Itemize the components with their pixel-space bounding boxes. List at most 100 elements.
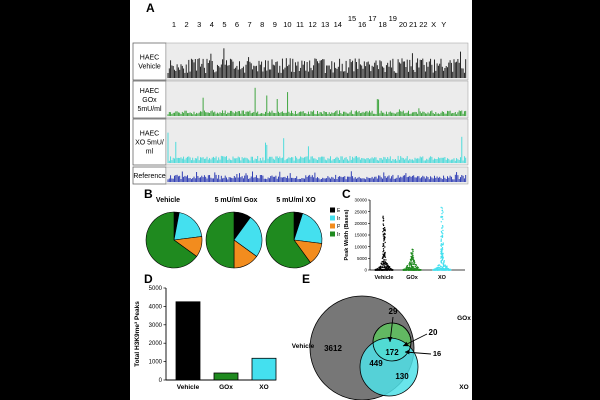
data-point (417, 267, 419, 269)
venn-count-xo-only: 130 (395, 372, 409, 381)
panel-e-letter: E (302, 272, 311, 286)
data-point (383, 259, 385, 261)
data-point (410, 252, 412, 254)
data-point (441, 232, 443, 234)
y-axis-label: Total H3K9me³ Peaks (134, 301, 141, 367)
data-point (382, 264, 384, 266)
legend-swatch (330, 231, 335, 237)
pie-slice-intragenic (265, 211, 311, 269)
arrowhead-20 (403, 341, 409, 347)
data-point (418, 269, 420, 271)
data-point (442, 229, 444, 232)
data-point (382, 243, 384, 245)
data-point (437, 264, 439, 267)
data-point (404, 268, 406, 271)
panel-b-letter: B (144, 187, 153, 201)
data-point (440, 252, 442, 254)
y-tick-label: 30000 (354, 198, 367, 203)
data-point (445, 269, 447, 271)
venn-count-arrow-16: 16 (433, 349, 441, 358)
data-point (440, 267, 442, 269)
y-axis-label: Peak Width (Bases) (344, 209, 350, 260)
y-tick-label: 25000 (354, 209, 367, 214)
data-point (386, 268, 388, 271)
pie-title: 5 mU/ml XO (276, 197, 316, 204)
y-tick-label: 5000 (149, 286, 163, 292)
track-2: HAEC XO 5mU/ml (132, 118, 469, 166)
scatter-vehicle (374, 215, 394, 271)
data-point (384, 251, 386, 254)
data-point (441, 207, 443, 209)
data-point (384, 266, 386, 269)
chromosome-label-16: 16 (358, 20, 366, 29)
data-point (446, 269, 448, 271)
data-point (382, 248, 385, 250)
data-point (405, 269, 408, 271)
data-point (442, 218, 444, 220)
track-label-box (132, 80, 167, 119)
venn-count-center: 172 (385, 348, 399, 357)
data-point (440, 235, 442, 238)
total-peaks-panel: 0 1000 2000 3000 4000 5000 Total H3K9me³ Peaks… (134, 286, 277, 391)
data-point (441, 248, 443, 250)
data-point (441, 236, 444, 238)
data-point (438, 266, 440, 269)
y-tick-label: 0 (159, 378, 163, 384)
track-area (165, 80, 469, 119)
data-point (412, 252, 414, 254)
venn-label-vehicle: Vehicle (292, 343, 315, 350)
data-point (382, 251, 384, 253)
data-point (440, 261, 442, 263)
chromosome-label-12: 12 (308, 20, 316, 29)
chromosome-label-6: 6 (235, 20, 239, 29)
x-tick-label-xo: XO (438, 275, 447, 281)
data-point (412, 257, 415, 259)
venn-count-vehicle-only: 3612 (324, 344, 342, 353)
data-point (381, 269, 384, 271)
y-tick-label: 2000 (149, 341, 163, 347)
data-point (411, 269, 414, 271)
axes: 0 5000 10000 15000 20000 25000 30000 Peak Width… (344, 198, 465, 273)
data-point (442, 211, 444, 213)
chromosome-label-5: 5 (222, 20, 226, 29)
data-point (441, 209, 444, 211)
chromosome-label-1: 1 (172, 20, 176, 29)
data-point (382, 218, 385, 220)
y-tick-label: 1000 (149, 360, 163, 366)
scatter-xo (432, 206, 452, 271)
data-point (382, 231, 384, 233)
data-point (441, 266, 444, 269)
data-point (388, 269, 391, 271)
data-point (407, 266, 409, 269)
chromosome-label-9: 9 (273, 20, 277, 29)
track-label-line: Vehicle (138, 64, 161, 71)
pie-legend: Exon Intron Promoter Intragenic (330, 207, 340, 238)
data-point (417, 269, 419, 271)
data-point (374, 269, 376, 271)
pie-slice-intron (233, 216, 263, 257)
track-1: HAEC GOx 5mU/ml (132, 80, 469, 119)
data-point (392, 269, 394, 271)
data-point (441, 213, 443, 215)
x-tick-label-gox: GOx (406, 275, 419, 281)
bar-xo (251, 357, 277, 381)
panel-a-letter: A (146, 1, 155, 15)
data-point (412, 263, 415, 266)
data-point (412, 250, 414, 253)
data-point (383, 235, 386, 237)
data-point (411, 266, 413, 268)
data-point (409, 267, 411, 270)
data-point (436, 266, 438, 269)
data-point (440, 248, 442, 250)
data-point (380, 268, 382, 270)
data-point (442, 268, 444, 270)
track-label-line: 5mU/ml (137, 106, 162, 113)
y-tick-label: 0 (364, 268, 367, 273)
data-point (440, 230, 443, 233)
chromosome-label-22: 22 (419, 20, 427, 29)
data-point (382, 215, 384, 217)
track-signal (167, 48, 467, 78)
data-point (410, 255, 412, 258)
data-point (441, 255, 443, 257)
data-point (420, 269, 422, 271)
